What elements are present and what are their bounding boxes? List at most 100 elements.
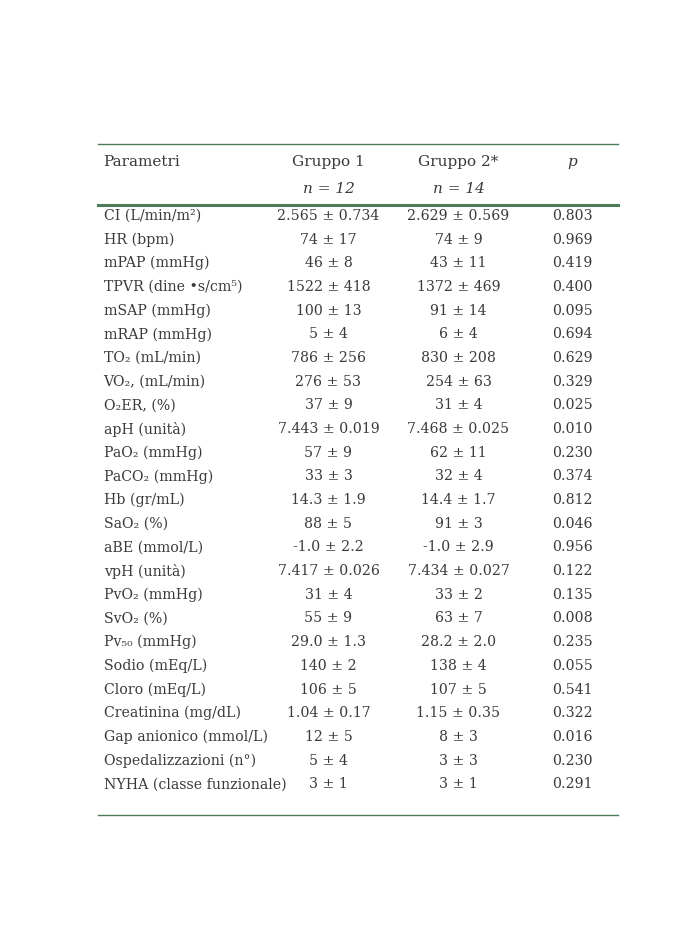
Text: 830 ± 208: 830 ± 208 bbox=[421, 351, 496, 365]
Text: Sodio (mEq/L): Sodio (mEq/L) bbox=[103, 659, 207, 673]
Text: 14.4 ± 1.7: 14.4 ± 1.7 bbox=[421, 493, 496, 507]
Text: Ospedalizzazioni (n°): Ospedalizzazioni (n°) bbox=[103, 753, 256, 768]
Text: 74 ± 17: 74 ± 17 bbox=[300, 233, 356, 247]
Text: 0.694: 0.694 bbox=[552, 327, 593, 341]
Text: 33 ± 2: 33 ± 2 bbox=[435, 588, 482, 602]
Text: n = 14: n = 14 bbox=[433, 182, 484, 196]
Text: 3 ± 1: 3 ± 1 bbox=[309, 777, 348, 791]
Text: 138 ± 4: 138 ± 4 bbox=[430, 659, 487, 673]
Text: 0.629: 0.629 bbox=[552, 351, 593, 365]
Text: 74 ± 9: 74 ± 9 bbox=[435, 233, 482, 247]
Text: TPVR (dine •s/cm⁵): TPVR (dine •s/cm⁵) bbox=[103, 280, 242, 294]
Text: 88 ± 5: 88 ± 5 bbox=[305, 516, 352, 530]
Text: 91 ± 3: 91 ± 3 bbox=[435, 516, 482, 530]
Text: aBE (mmol/L): aBE (mmol/L) bbox=[103, 541, 203, 555]
Text: TO₂ (mL/min): TO₂ (mL/min) bbox=[103, 351, 201, 365]
Text: PaO₂ (mmHg): PaO₂ (mmHg) bbox=[103, 445, 202, 459]
Text: 0.969: 0.969 bbox=[552, 233, 593, 247]
Text: Creatinina (mg/dL): Creatinina (mg/dL) bbox=[103, 706, 240, 720]
Text: O₂ER, (%): O₂ER, (%) bbox=[103, 398, 175, 412]
Text: 0.541: 0.541 bbox=[552, 682, 593, 696]
Text: 14.3 ± 1.9: 14.3 ± 1.9 bbox=[291, 493, 366, 507]
Text: 91 ± 14: 91 ± 14 bbox=[430, 304, 487, 318]
Text: 0.956: 0.956 bbox=[552, 541, 593, 555]
Text: -1.0 ± 2.2: -1.0 ± 2.2 bbox=[293, 541, 363, 555]
Text: 107 ± 5: 107 ± 5 bbox=[430, 682, 487, 696]
Text: 0.025: 0.025 bbox=[552, 398, 593, 412]
Text: Gruppo 2*: Gruppo 2* bbox=[418, 155, 498, 169]
Text: 1.15 ± 0.35: 1.15 ± 0.35 bbox=[417, 706, 500, 720]
Text: 0.322: 0.322 bbox=[552, 706, 593, 720]
Text: 57 ± 9: 57 ± 9 bbox=[305, 445, 352, 459]
Text: 31 ± 4: 31 ± 4 bbox=[435, 398, 482, 412]
Text: 62 ± 11: 62 ± 11 bbox=[430, 445, 487, 459]
Text: 0.046: 0.046 bbox=[552, 516, 593, 530]
Text: 276 ± 53: 276 ± 53 bbox=[296, 375, 361, 389]
Text: apH (unità): apH (unità) bbox=[103, 421, 186, 436]
Text: 7.434 ± 0.027: 7.434 ± 0.027 bbox=[408, 564, 510, 578]
Text: 0.122: 0.122 bbox=[552, 564, 593, 578]
Text: 0.010: 0.010 bbox=[552, 422, 593, 436]
Text: 43 ± 11: 43 ± 11 bbox=[430, 256, 487, 270]
Text: 8 ± 3: 8 ± 3 bbox=[439, 730, 478, 744]
Text: 106 ± 5: 106 ± 5 bbox=[300, 682, 357, 696]
Text: 1372 ± 469: 1372 ± 469 bbox=[417, 280, 500, 294]
Text: 3 ± 1: 3 ± 1 bbox=[439, 777, 478, 791]
Text: 0.235: 0.235 bbox=[552, 636, 593, 650]
Text: HR (bpm): HR (bpm) bbox=[103, 232, 174, 247]
Text: 29.0 ± 1.3: 29.0 ± 1.3 bbox=[291, 636, 366, 650]
Text: CI (L/min/m²): CI (L/min/m²) bbox=[103, 209, 201, 223]
Text: 33 ± 3: 33 ± 3 bbox=[305, 470, 352, 484]
Text: 786 ± 256: 786 ± 256 bbox=[291, 351, 366, 365]
Text: 2.565 ± 0.734: 2.565 ± 0.734 bbox=[278, 209, 380, 223]
Text: 7.417 ± 0.026: 7.417 ± 0.026 bbox=[278, 564, 380, 578]
Text: 0.095: 0.095 bbox=[552, 304, 593, 318]
Text: 0.803: 0.803 bbox=[552, 209, 593, 223]
Text: 0.329: 0.329 bbox=[552, 375, 593, 389]
Text: 140 ± 2: 140 ± 2 bbox=[300, 659, 356, 673]
Text: 32 ± 4: 32 ± 4 bbox=[435, 470, 482, 484]
Text: Cloro (mEq/L): Cloro (mEq/L) bbox=[103, 682, 206, 697]
Text: 5 ± 4: 5 ± 4 bbox=[309, 327, 348, 341]
Text: VO₂, (mL/min): VO₂, (mL/min) bbox=[103, 375, 206, 389]
Text: 1.04 ± 0.17: 1.04 ± 0.17 bbox=[287, 706, 370, 720]
Text: vpH (unità): vpH (unità) bbox=[103, 564, 185, 579]
Text: 0.055: 0.055 bbox=[552, 659, 593, 673]
Text: 7.443 ± 0.019: 7.443 ± 0.019 bbox=[278, 422, 380, 436]
Text: SvO₂ (%): SvO₂ (%) bbox=[103, 611, 167, 625]
Text: PaCO₂ (mmHg): PaCO₂ (mmHg) bbox=[103, 469, 213, 484]
Text: 2.629 ± 0.569: 2.629 ± 0.569 bbox=[408, 209, 510, 223]
Text: mSAP (mmHg): mSAP (mmHg) bbox=[103, 304, 210, 318]
Text: 0.812: 0.812 bbox=[552, 493, 593, 507]
Text: 3 ± 3: 3 ± 3 bbox=[439, 754, 478, 768]
Text: n = 12: n = 12 bbox=[303, 182, 354, 196]
Text: 0.419: 0.419 bbox=[552, 256, 593, 270]
Text: 63 ± 7: 63 ± 7 bbox=[435, 611, 482, 625]
Text: 0.008: 0.008 bbox=[552, 611, 593, 625]
Text: mPAP (mmHg): mPAP (mmHg) bbox=[103, 256, 209, 270]
Text: PvO₂ (mmHg): PvO₂ (mmHg) bbox=[103, 587, 203, 602]
Text: 0.230: 0.230 bbox=[552, 445, 593, 459]
Text: SaO₂ (%): SaO₂ (%) bbox=[103, 516, 168, 530]
Text: 100 ± 13: 100 ± 13 bbox=[296, 304, 361, 318]
Text: 254 ± 63: 254 ± 63 bbox=[426, 375, 491, 389]
Text: 1522 ± 418: 1522 ± 418 bbox=[287, 280, 370, 294]
Text: 0.374: 0.374 bbox=[552, 470, 593, 484]
Text: 12 ± 5: 12 ± 5 bbox=[305, 730, 352, 744]
Text: 37 ± 9: 37 ± 9 bbox=[305, 398, 352, 412]
Text: 0.016: 0.016 bbox=[552, 730, 593, 744]
Text: 7.468 ± 0.025: 7.468 ± 0.025 bbox=[408, 422, 510, 436]
Text: 0.291: 0.291 bbox=[552, 777, 593, 791]
Text: NYHA (classe funzionale): NYHA (classe funzionale) bbox=[103, 777, 287, 791]
Text: p: p bbox=[568, 155, 577, 169]
Text: 46 ± 8: 46 ± 8 bbox=[305, 256, 352, 270]
Text: Parametri: Parametri bbox=[103, 155, 180, 169]
Text: Hb (gr/mL): Hb (gr/mL) bbox=[103, 493, 185, 507]
Text: mRAP (mmHg): mRAP (mmHg) bbox=[103, 327, 212, 341]
Text: 0.230: 0.230 bbox=[552, 754, 593, 768]
Text: Gap anionico (mmol/L): Gap anionico (mmol/L) bbox=[103, 730, 268, 744]
Text: Pv₅₀ (mmHg): Pv₅₀ (mmHg) bbox=[103, 635, 196, 650]
Text: -1.0 ± 2.9: -1.0 ± 2.9 bbox=[423, 541, 493, 555]
Text: 55 ± 9: 55 ± 9 bbox=[304, 611, 352, 625]
Text: Gruppo 1: Gruppo 1 bbox=[292, 155, 365, 169]
